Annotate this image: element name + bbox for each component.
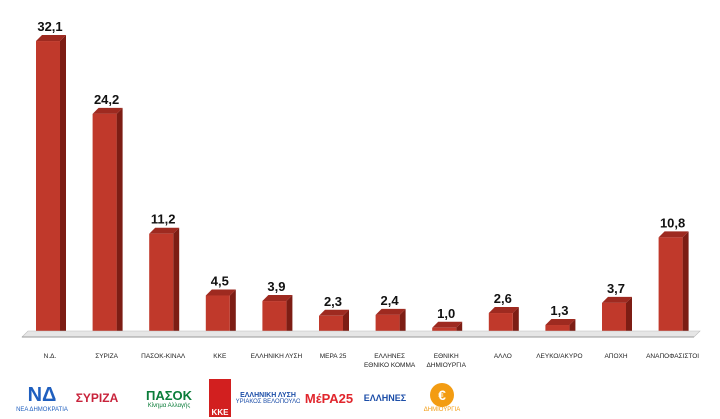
bar-top [432, 321, 463, 328]
ethniki-dimiourgia-logo: € ΔΗΜΙΟΥΡΓΙΑ [419, 377, 465, 419]
pasok-logo-text: Κίνημα Αλλαγής [147, 402, 191, 409]
bar-top [205, 289, 236, 296]
bar-top [375, 308, 406, 315]
category-label: ΕΘΝΙΚΟ ΚΟΜΜΑ [364, 362, 416, 369]
bar-top [262, 295, 293, 302]
chart-floor [21, 330, 701, 338]
syriza-logo: ΣΥΡΙΖΑ [74, 377, 120, 419]
value-label: 2,4 [381, 293, 400, 308]
bar [205, 295, 230, 337]
ellines-logo-text: ΕΛΛΗΝΕΣ [363, 393, 407, 403]
value-label: 3,7 [607, 281, 625, 296]
category-label: ΕΛΛΗΝΕΣ [374, 353, 405, 360]
value-label: 2,3 [324, 294, 342, 309]
bars-group [36, 35, 689, 338]
kke-logo-box: ΚΚΕ [209, 379, 231, 417]
syriza-logo-text: ΣΥΡΙΖΑ [75, 391, 119, 405]
elliniki-lysi-logo-mark: ΕΛΛΗΝΙΚΗ ΛΥΣΗ [240, 391, 296, 399]
bar-top [488, 307, 519, 314]
value-label: 1,0 [437, 306, 455, 321]
category-label: Ν.Δ. [44, 353, 57, 360]
x-axis [21, 330, 701, 338]
pasok-logo-mark: ΠΑΣΟΚ [145, 387, 193, 403]
category-label: ΔΗΜΙΟΥΡΓΙΑ [426, 362, 466, 369]
bar [92, 113, 117, 337]
elliniki-lysi-logo-text: ΚΥΡΙΑΚΟΣ ΒΕΛΟΠΟΥΛΟΣ [236, 398, 300, 405]
category-labels: Ν.Δ. ΣΥΡΙΖΑ ΠΑΣΟΚ-ΚΙΝΑΛ ΚΚΕ ΕΛΛΗΝΙΚΗ ΛΥΣΗ ΜΕΡ… [44, 353, 700, 369]
bar-side [626, 296, 632, 337]
bar-side [682, 231, 689, 337]
bar-top [602, 296, 632, 303]
nd-logo-text: ΝΕΑ ΔΗΜΟΚΡΑΤΙΑ [16, 406, 68, 413]
category-label: ΚΚΕ [213, 353, 227, 360]
bar-side [343, 309, 349, 337]
ellines-logo: ΕΛΛΗΝΕΣ [359, 377, 411, 419]
bar-side [173, 227, 180, 337]
category-label: ΣΥΡΙΖΑ [95, 353, 118, 360]
bar-side [286, 295, 293, 337]
category-label: ΕΘΝΙΚΗ [434, 353, 459, 360]
bar [658, 237, 683, 337]
bar-side [60, 35, 66, 338]
category-label: ΑΠΟΧΗ [604, 353, 627, 360]
mera25-logo-mark: ΜέΡΑ25 [304, 390, 354, 406]
category-label: ΜΕΡΑ 25 [320, 353, 347, 360]
value-label: 4,5 [211, 274, 229, 289]
ethniki-dimiourgia-logo-text: ΔΗΜΙΟΥΡΓΙΑ [423, 407, 461, 413]
elliniki-lysi-logo: ΕΛΛΗΝΙΚΗ ΛΥΣΗΚΥΡΙΑΚΟΣ ΒΕΛΟΠΟΥΛΟΣ [236, 377, 300, 419]
value-label: 24,2 [94, 92, 119, 107]
mera25-logo: ΜέΡΑ25 [304, 377, 354, 419]
bar-side [512, 307, 519, 337]
bar-side [399, 308, 406, 337]
bar [36, 41, 60, 338]
category-label: ΑΝΑΠΟΦΑΣΙΣΤΟΙ [646, 353, 699, 360]
kke-logo: ΚΚΕ [208, 377, 232, 419]
bar [149, 233, 174, 337]
bar-chart: 32,1 24,2 11,2 4,5 3,9 2,3 2,4 1,0 2,6 1,3 3,7 10,8… [21, 19, 701, 369]
value-label: 2,6 [494, 291, 512, 306]
bar-top [658, 231, 689, 238]
nd-logo-mark: ΝΔ [27, 383, 57, 406]
nd-logo: ΝΔ ΝΕΑ ΔΗΜΟΚΡΑΤΙΑ [14, 377, 70, 419]
pasok-logo: ΠΑΣΟΚ Κίνημα Αλλαγής [134, 377, 204, 419]
bar-top [92, 107, 123, 114]
bar-top [149, 227, 180, 234]
bar-side [116, 107, 123, 337]
category-label: ΛΕΥΚΟ/ΑΚΥΡΟ [536, 353, 582, 360]
value-label: 1,3 [550, 303, 568, 318]
party-logos-strip: ΝΔ ΝΕΑ ΔΗΜΟΚΡΑΤΙΑ ΣΥΡΙΖΑ ΠΑΣΟΚ Κίνημα Αλλαγή… [14, 377, 720, 419]
value-label: 3,9 [267, 279, 285, 294]
category-label: ΠΑΣΟΚ-ΚΙΝΑΛ [141, 353, 186, 360]
value-labels: 32,1 24,2 11,2 4,5 3,9 2,3 2,4 1,0 2,6 1,3 3,7 10,8 [37, 19, 685, 321]
bar-side [229, 289, 236, 337]
value-label: 10,8 [660, 215, 685, 230]
bar-top [319, 309, 349, 316]
category-label: ΑΛΛΟ [494, 353, 512, 360]
bar-top [36, 35, 66, 42]
value-label: 11,2 [151, 212, 176, 227]
ethniki-dimiourgia-logo-mark: € [430, 383, 454, 407]
bar-top [545, 319, 576, 326]
value-label: 32,1 [37, 19, 62, 34]
category-label: ΕΛΛΗΝΙΚΗ ΛΥΣΗ [251, 353, 303, 360]
